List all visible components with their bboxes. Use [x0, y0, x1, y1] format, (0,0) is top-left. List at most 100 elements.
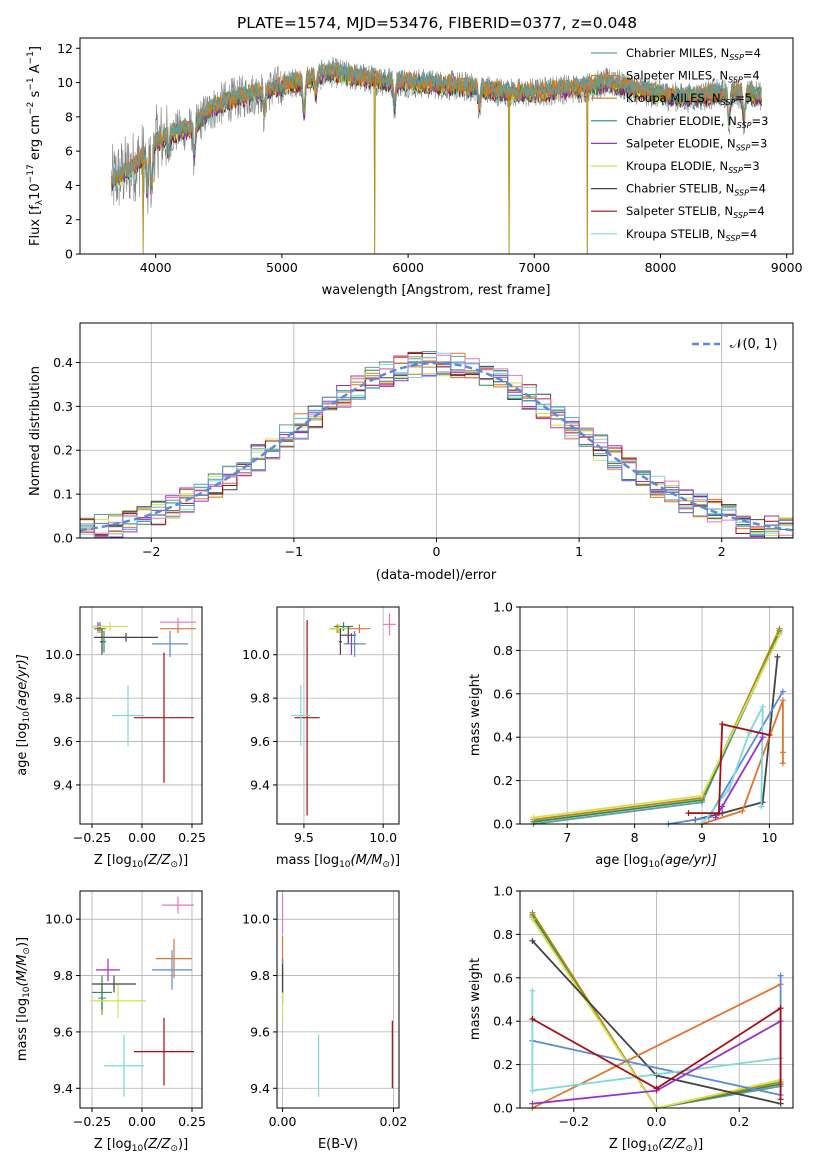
y-tick-label: 0.0 [53, 531, 73, 546]
mass-weight-series [531, 983, 782, 1109]
age-vs-metallicity-frame [79, 606, 203, 825]
legend-label-sub: SSP [733, 211, 748, 220]
y-tick-label: 0.0 [493, 1101, 513, 1116]
x-tick-label: 5000 [266, 260, 298, 275]
y-tick-label: 9.4 [53, 777, 73, 792]
legend-label: Chabrier MILES, NSSP=4 [626, 46, 761, 62]
age-vs-metallicity-panel: −0.25 0.00 0.25 9.4 9.6 9.8 10.0 Z [log10(Z/Z⊙… [15, 606, 206, 870]
errorbar-point [152, 950, 192, 990]
legend-label: Kroupa ELODIE, NSSP=3 [626, 159, 760, 175]
errorbar-point [160, 617, 196, 627]
mass-weight-marker [777, 1096, 784, 1103]
y-tick-label: 9.4 [250, 777, 270, 792]
residuals-panel: −2 −1 0 1 2 0.0 0.1 0.2 0.3 0.4 𝒩(0, 1) (data-mod… [28, 322, 794, 583]
x-tick-label: 10 [761, 830, 777, 845]
residuals-xlabel: (data-model)/error [376, 568, 497, 583]
age-vs-mass-xlabel: mass [log10(M/M⊙)] [276, 853, 400, 870]
x-tick-label: 0.2 [729, 1114, 749, 1129]
spectrum-model-line [111, 60, 762, 195]
legend-label-name: Salpeter STELIB, N [626, 204, 733, 218]
y-tick-label: 0.6 [493, 970, 513, 985]
mass-vs-metallicity-plot [80, 891, 202, 1108]
errorbar-point [152, 630, 188, 657]
legend-label: Salpeter STELIB, NSSP=4 [626, 204, 765, 220]
legend-label-name: Kroupa STELIB, N [626, 227, 726, 241]
residuals-ylabel: Normed distribution [28, 366, 43, 496]
residuals-ticks: −2 −1 0 1 2 0.0 0.1 0.2 0.3 0.4 [53, 355, 726, 559]
mass-weight-marker [699, 792, 705, 799]
errorbar-point [329, 624, 349, 634]
y-tick-label: 9.8 [250, 691, 270, 706]
legend-label-name: Chabrier MILES, N [626, 46, 729, 60]
mass-weight-marker [776, 632, 783, 639]
age-vs-metallicity-xlabel: Z [log10(Z/Z⊙)] [94, 853, 188, 870]
mass-weight-vs-metallicity-ylabel: mass weight [468, 958, 483, 1040]
histogram-series [80, 361, 793, 538]
y-tick-label: 9.4 [53, 1081, 73, 1096]
y-tick-label: 1.0 [493, 884, 513, 899]
y-tick-label: 10.0 [45, 912, 73, 927]
y-tick-label: 1.0 [493, 600, 513, 615]
y-tick-label: 9.6 [250, 734, 270, 749]
legend-label-sub: SSP [728, 166, 743, 175]
x-tick-label: 0.0 [647, 1114, 667, 1129]
x-tick-label: 0.00 [128, 1114, 156, 1129]
mass-weight-marker [739, 807, 746, 814]
legend-label-name: Chabrier ELODIE, N [626, 114, 737, 128]
mass-weight-marker [779, 749, 786, 756]
y-tick-label: 0.4 [493, 1014, 513, 1029]
legend-label-sub: SSP [734, 189, 749, 198]
normal-curve-legend-label: 𝒩(0, 1) [730, 337, 777, 352]
y-tick-label: 10.0 [45, 647, 73, 662]
legend-label-name: Salpeter MILES, N [626, 69, 728, 83]
y-tick-label: 0.1 [53, 487, 73, 502]
mass-weight-vs-metallicity-ticks: −0.2 0.0 0.2 0.0 0.2 0.4 0.6 0.8 1.0 [493, 884, 749, 1130]
y-tick-label: 10 [57, 75, 73, 90]
y-tick-label: 9.6 [53, 1024, 73, 1039]
mass-weight-marker [529, 1087, 536, 1094]
spectrum-ticks: 4000 5000 6000 7000 8000 9000 0 2 4 6 8 10 12 [57, 41, 803, 275]
legend-label-sub: SSP [729, 53, 744, 62]
legend-label: Kroupa STELIB, NSSP=4 [626, 227, 757, 243]
y-tick-label: 9.6 [250, 1024, 270, 1039]
mass-weight-marker [712, 814, 719, 821]
y-tick-label: 10.0 [242, 912, 270, 927]
x-tick-label: 7000 [518, 260, 550, 275]
y-tick-label: 9.4 [250, 1081, 270, 1096]
y-tick-label: 0.4 [53, 355, 73, 370]
mass-weight-vs-age-frame [519, 606, 794, 825]
x-tick-label: −2 [142, 544, 160, 559]
errorbar-point [92, 622, 128, 631]
y-tick-label: 0 [65, 247, 73, 262]
errorbar-point [338, 628, 342, 655]
y-tick-label: 12 [57, 41, 73, 56]
mass-weight-marker [529, 1100, 536, 1107]
legend-label-tail: =3 [743, 159, 760, 173]
legend-label: Chabrier ELODIE, NSSP=3 [626, 114, 768, 130]
y-tick-label: 0.2 [53, 443, 73, 458]
errorbar-point [294, 620, 320, 816]
legend-label: Kroupa MILES, NSSP=5 [626, 91, 752, 107]
mass-weight-series [701, 706, 764, 825]
mass-weight-marker [715, 810, 722, 817]
x-tick-label: 0.00 [128, 830, 156, 845]
mass-weight-marker [529, 1016, 536, 1023]
x-tick-label: −0.25 [73, 830, 111, 845]
residuals-plot-area [79, 323, 794, 539]
mass-weight-series [533, 630, 781, 823]
x-tick-label: 0.02 [380, 1114, 408, 1129]
errorbar-point [291, 685, 311, 746]
mass-weight-marker [529, 916, 536, 923]
x-tick-label: 0 [433, 544, 441, 559]
errorbar-point [102, 630, 106, 653]
x-tick-label: 9 [698, 830, 706, 845]
legend-label-tail: =5 [735, 91, 752, 105]
errorbar-point [104, 1034, 144, 1097]
mass-weight-marker [779, 688, 786, 695]
y-tick-label: 9.8 [53, 968, 73, 983]
mass-weight-marker [529, 987, 536, 994]
mass-vs-ebv-xlabel: E(B-V) [318, 1137, 358, 1152]
spectrum-xlabel: wavelength [Angstrom, rest frame] [322, 283, 551, 298]
normal-curve [79, 361, 794, 532]
y-tick-label: 0.2 [493, 1057, 513, 1072]
